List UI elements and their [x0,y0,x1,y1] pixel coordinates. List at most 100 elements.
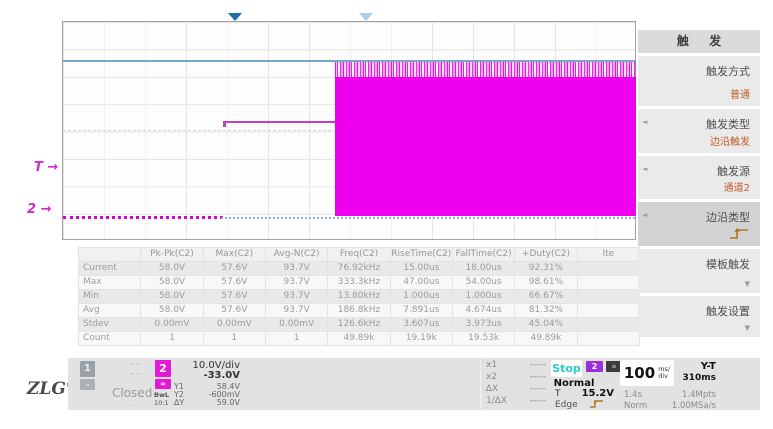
channel1-status: Closed [112,386,153,400]
table-row: Count 1 1 1 49.89k 19.19k 19.53k 49.89k [77,331,641,346]
menu-item-label: 触发类型 [706,118,750,131]
cursor-dy-label: ∆Y [174,398,185,407]
meas-cell: 49.89k [327,331,391,346]
cursor-x-value: ----- [529,360,546,370]
meas-cell [576,275,641,290]
channel2-ground-marker[interactable]: 2 → [27,202,52,217]
cursor-x-value: ----- [529,372,546,382]
chevron-down-icon: ▼ [744,324,750,332]
meas-cell: 19.53k [451,331,516,346]
meas-cell: 92.31% [514,261,578,276]
channel2-coupling-icon: ≈ [155,379,171,389]
channel2-probe-ratio: 10:1 [154,399,169,407]
trigger-edge-label: Edge [555,400,578,410]
run-state-indicator[interactable]: Stop [551,360,582,377]
channel1-badge[interactable]: 1 [80,361,95,377]
meas-cell: 58.0V [140,303,204,318]
record-duration: 1.4s [624,390,642,400]
cursor-dy-row: ∆Y 59.0V [174,398,240,407]
cursor-dy-value: 59.0V [216,398,240,407]
sample-info-row: Norm 1.00MSa/s [624,401,716,411]
waveform-plot[interactable] [62,21,636,240]
trigger-menu: 触 发 触发方式 普通 ◄ 触发类型 边沿触发 ◄ 触发源 通道2 ◄ 边沿类型 [638,30,760,340]
burst-body [335,77,636,216]
meas-cell: 1.000us [451,289,516,304]
menu-item-value: 边沿触发 [710,137,750,148]
channel2-step-edge [223,121,226,127]
meas-cell: 0.00mV [202,317,266,332]
meas-cell: 45.04% [514,317,578,332]
menu-item-trigger-settings[interactable]: 触发设置 ▼ [638,296,760,337]
channel2-badge[interactable]: 2 [155,360,171,377]
channel1-dash: – – [130,369,141,378]
trigger-delay-marker-icon[interactable] [359,13,373,21]
channel1-coupling-icon: – [80,379,95,390]
rising-edge-icon [728,225,750,244]
channel2-bandwidth-label: BwL [154,391,170,399]
meas-cell: 7.891us [389,303,453,318]
chevron-left-icon: ◄ [642,165,648,173]
meas-cell: 13.80kHz [327,289,391,304]
menu-item-template-trigger[interactable]: 模板触发 ▼ [638,249,760,293]
status-bar: 1 – – – – – Closed … 2 ≈ BwL 10:1 10.0V/… [68,358,760,411]
menu-item-label: 触发设置 [706,305,750,318]
cursor-y1-value: 58.4V [216,382,240,391]
channel1-dots: … [130,399,138,408]
meas-column-header: RiseTime(C2) [389,247,453,262]
menu-item-trigger-source[interactable]: ◄ 触发源 通道2 [638,156,760,199]
trigger-menu-title: 触 发 [638,30,760,53]
menu-item-trigger-mode[interactable]: 触发方式 普通 [638,56,760,106]
table-row: Min 58.0V 57.6V 93.7V 13.80kHz 1.000us 1.000us… [77,289,641,304]
display-mode: Y-T [700,361,716,372]
meas-cell: 57.6V [202,261,266,276]
chevron-down-icon: ▼ [744,280,750,288]
meas-cell: 58.0V [140,275,204,290]
cursor-x-label: 1/∆X [486,396,507,406]
sample-rate: 1.00MSa/s [671,401,716,411]
table-row: Current 58.0V 57.6V 93.7V 76.92kHz 15.00us 18.… [77,261,641,276]
meas-cell: 57.6V [202,303,266,318]
meas-column-header: Avg-N(C2) [264,247,329,262]
meas-cell: 4.674us [451,303,516,318]
meas-column-header: +Duty(C2) [514,247,578,262]
meas-cell [576,303,641,318]
timebase-scale-box[interactable]: 100 ms/ div [620,360,674,386]
meas-cell: 18.00us [451,261,516,276]
meas-cell: 0.00mV [264,317,329,332]
trigger-position-marker-icon[interactable] [228,13,242,21]
chevron-left-icon: ◄ [642,118,648,126]
cursor-y2-row: Y2 -600mV [174,390,240,399]
menu-item-label: 触发方式 [706,65,750,78]
cursor-x-panel: x1 ----- x2 ----- ∆X ----- 1/∆X ----- [480,358,548,410]
top-reference-line [63,60,635,62]
meas-cell [576,289,641,304]
table-row: Max 58.0V 57.6V 93.7V 333.3kHz 47.00us 54.00us… [77,275,641,290]
meas-cell [576,331,641,346]
meas-cell: 66.67% [514,289,578,304]
meas-row-label: Count [77,331,142,346]
menu-item-label: 边沿类型 [706,211,750,224]
table-row: Stdev 0.00mV 0.00mV 0.00mV 126.6kHz 3.607us 3.… [77,317,641,332]
menu-item-label: 模板触发 [706,258,750,271]
cursor-x-row: x1 ----- [486,360,546,370]
trigger-level-marker[interactable]: T → [34,160,59,175]
meas-cell: 186.8kHz [327,303,391,318]
meas-row-label: Max [77,275,142,290]
timebase-unit: ms/ div [658,365,671,380]
channel2-scale: 10.0V/div [192,360,240,371]
trigger-level-label: T [555,389,561,399]
cursor-x-label: ∆X [486,384,499,394]
meas-column-header: Freq(C2) [327,247,391,262]
meas-cell: 126.6kHz [327,317,391,332]
meas-cell: 333.3kHz [327,275,391,290]
meas-cell: 57.6V [202,275,266,290]
meas-cell: 57.6V [202,289,266,304]
cursor-y1-label: Y1 [174,382,184,391]
menu-item-trigger-type[interactable]: ◄ 触发类型 边沿触发 [638,109,760,153]
channel2-baseline-trace [63,216,223,219]
table-row: Avg 58.0V 57.6V 93.7V 186.8kHz 7.891us 4.674us… [77,303,641,318]
menu-item-edge-type[interactable]: ◄ 边沿类型 [638,202,760,246]
meas-column-header: Max(C2) [202,247,266,262]
meas-row-label: Min [77,289,142,304]
